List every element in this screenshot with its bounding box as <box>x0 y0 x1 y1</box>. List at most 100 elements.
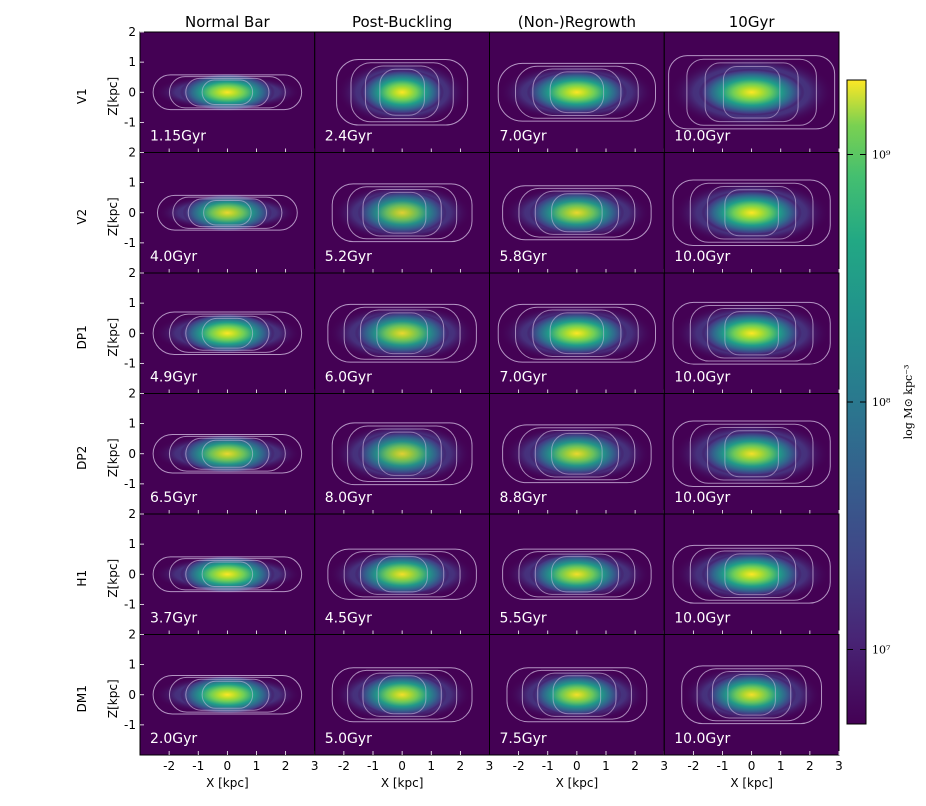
density-core <box>532 673 622 716</box>
panel-time-label: 8.0Gyr <box>325 490 372 506</box>
density-contour <box>201 79 254 105</box>
x-tick-label: 0 <box>224 759 232 773</box>
density-contour <box>534 430 619 478</box>
density-core <box>701 431 802 477</box>
density-panel: 8.0Gyr <box>314 393 490 515</box>
density-contour <box>362 672 442 717</box>
density-contour <box>203 200 252 226</box>
x-tick-label: -2 <box>163 759 175 773</box>
density-core <box>529 191 625 234</box>
panel-time-label: 4.5Gyr <box>325 611 372 627</box>
panel-time-label: 10.0Gyr <box>674 611 730 627</box>
density-contour <box>185 315 270 351</box>
colorbar-ticks: 10⁹ 10⁸ 10⁷ <box>847 149 891 656</box>
y-axis-label: Z[kpc] <box>106 318 120 357</box>
y-tick-label: 1 <box>128 176 136 190</box>
panel-content <box>331 183 473 243</box>
density-panel: 7.0Gyr <box>489 272 665 394</box>
panel-content <box>668 55 836 130</box>
density-contour <box>327 303 477 363</box>
panel-content <box>497 303 657 363</box>
density-core <box>179 434 275 474</box>
colorbar-tick-label: 10⁷ <box>872 643 891 656</box>
row-label: V2 <box>75 209 89 225</box>
y-tick-label: 0 <box>128 85 136 99</box>
density-contour <box>502 424 652 484</box>
density-core <box>701 311 802 356</box>
density-contour <box>152 433 303 474</box>
density-contour <box>532 309 622 357</box>
density-contour <box>532 68 622 116</box>
density-contour <box>707 550 797 598</box>
y-tick-label: 2 <box>128 266 136 280</box>
y-tick-label: 2 <box>128 628 136 642</box>
x-axis-label: X [kpc] <box>381 776 424 790</box>
density-core <box>179 313 275 354</box>
density-core <box>706 673 797 717</box>
x-tick-label: 3 <box>311 759 319 773</box>
density-core <box>182 193 273 232</box>
x-tick-label: -1 <box>542 759 554 773</box>
density-contour <box>668 55 836 130</box>
panel-time-label: 5.0Gyr <box>325 731 372 747</box>
density-panel: 6.5Gyr <box>139 393 316 515</box>
density-contour <box>185 678 270 711</box>
density-contour <box>689 547 814 601</box>
panel-content <box>497 62 657 122</box>
density-contour <box>707 426 797 481</box>
density-contour <box>336 58 469 126</box>
density-contour <box>362 428 442 479</box>
panel-time-label: 5.8Gyr <box>500 249 547 265</box>
density-core <box>360 69 445 115</box>
panel-time-label: 10.0Gyr <box>674 370 730 386</box>
density-contour <box>172 196 283 229</box>
y-axis-label: Z[kpc] <box>106 77 120 116</box>
density-core <box>179 555 275 594</box>
panel-time-label: 4.9Gyr <box>150 370 197 386</box>
x-tick-label: -2 <box>687 759 699 773</box>
density-contour <box>518 551 636 598</box>
density-contour <box>672 301 831 365</box>
panel-time-label: 1.15Gyr <box>150 129 206 145</box>
x-tick-label: 2 <box>631 759 639 773</box>
density-contour <box>347 669 458 720</box>
density-core <box>526 70 628 114</box>
panel-content <box>327 548 477 600</box>
density-panel: 7.0Gyr <box>489 31 665 153</box>
panel-grid: Normal Bar Post-Buckling (Non-)Regrowth 10G… <box>75 13 843 790</box>
x-tick-label: -1 <box>192 759 204 773</box>
panel-time-label: 10.0Gyr <box>674 490 730 506</box>
density-panel: 8.8Gyr <box>489 393 665 515</box>
panel-content <box>152 73 303 112</box>
density-core <box>701 552 802 596</box>
y-tick-label: -1 <box>124 718 136 732</box>
x-tick-label: 3 <box>486 759 494 773</box>
panel-content <box>336 58 469 126</box>
density-panel: 3.7Gyr <box>139 513 316 635</box>
y-tick-label: 0 <box>128 206 136 220</box>
panel-content <box>502 424 652 484</box>
row-label: V1 <box>75 88 89 104</box>
density-contour <box>343 551 461 598</box>
x-tick-label: 3 <box>835 759 843 773</box>
panel-time-label: 10.0Gyr <box>674 249 730 265</box>
row-label: DP1 <box>75 325 89 349</box>
density-panel: 6.0Gyr <box>314 272 490 394</box>
density-contour <box>347 186 458 240</box>
panel-content <box>502 185 652 241</box>
panel-time-label: 6.0Gyr <box>325 370 372 386</box>
density-contour <box>551 193 603 233</box>
density-contour <box>672 544 831 604</box>
density-contour <box>521 669 632 720</box>
density-contour <box>364 65 440 120</box>
density-contour <box>187 198 268 228</box>
density-contour <box>506 667 648 723</box>
density-contour <box>724 311 779 356</box>
colorbar-tick-label: 10⁸ <box>872 396 891 409</box>
density-contour <box>152 674 303 715</box>
x-tick-label: 1 <box>253 759 261 773</box>
panel-time-label: 10.0Gyr <box>674 731 730 747</box>
x-tick-label: -2 <box>338 759 350 773</box>
density-contour <box>152 311 303 355</box>
y-tick-label: 2 <box>128 507 136 521</box>
